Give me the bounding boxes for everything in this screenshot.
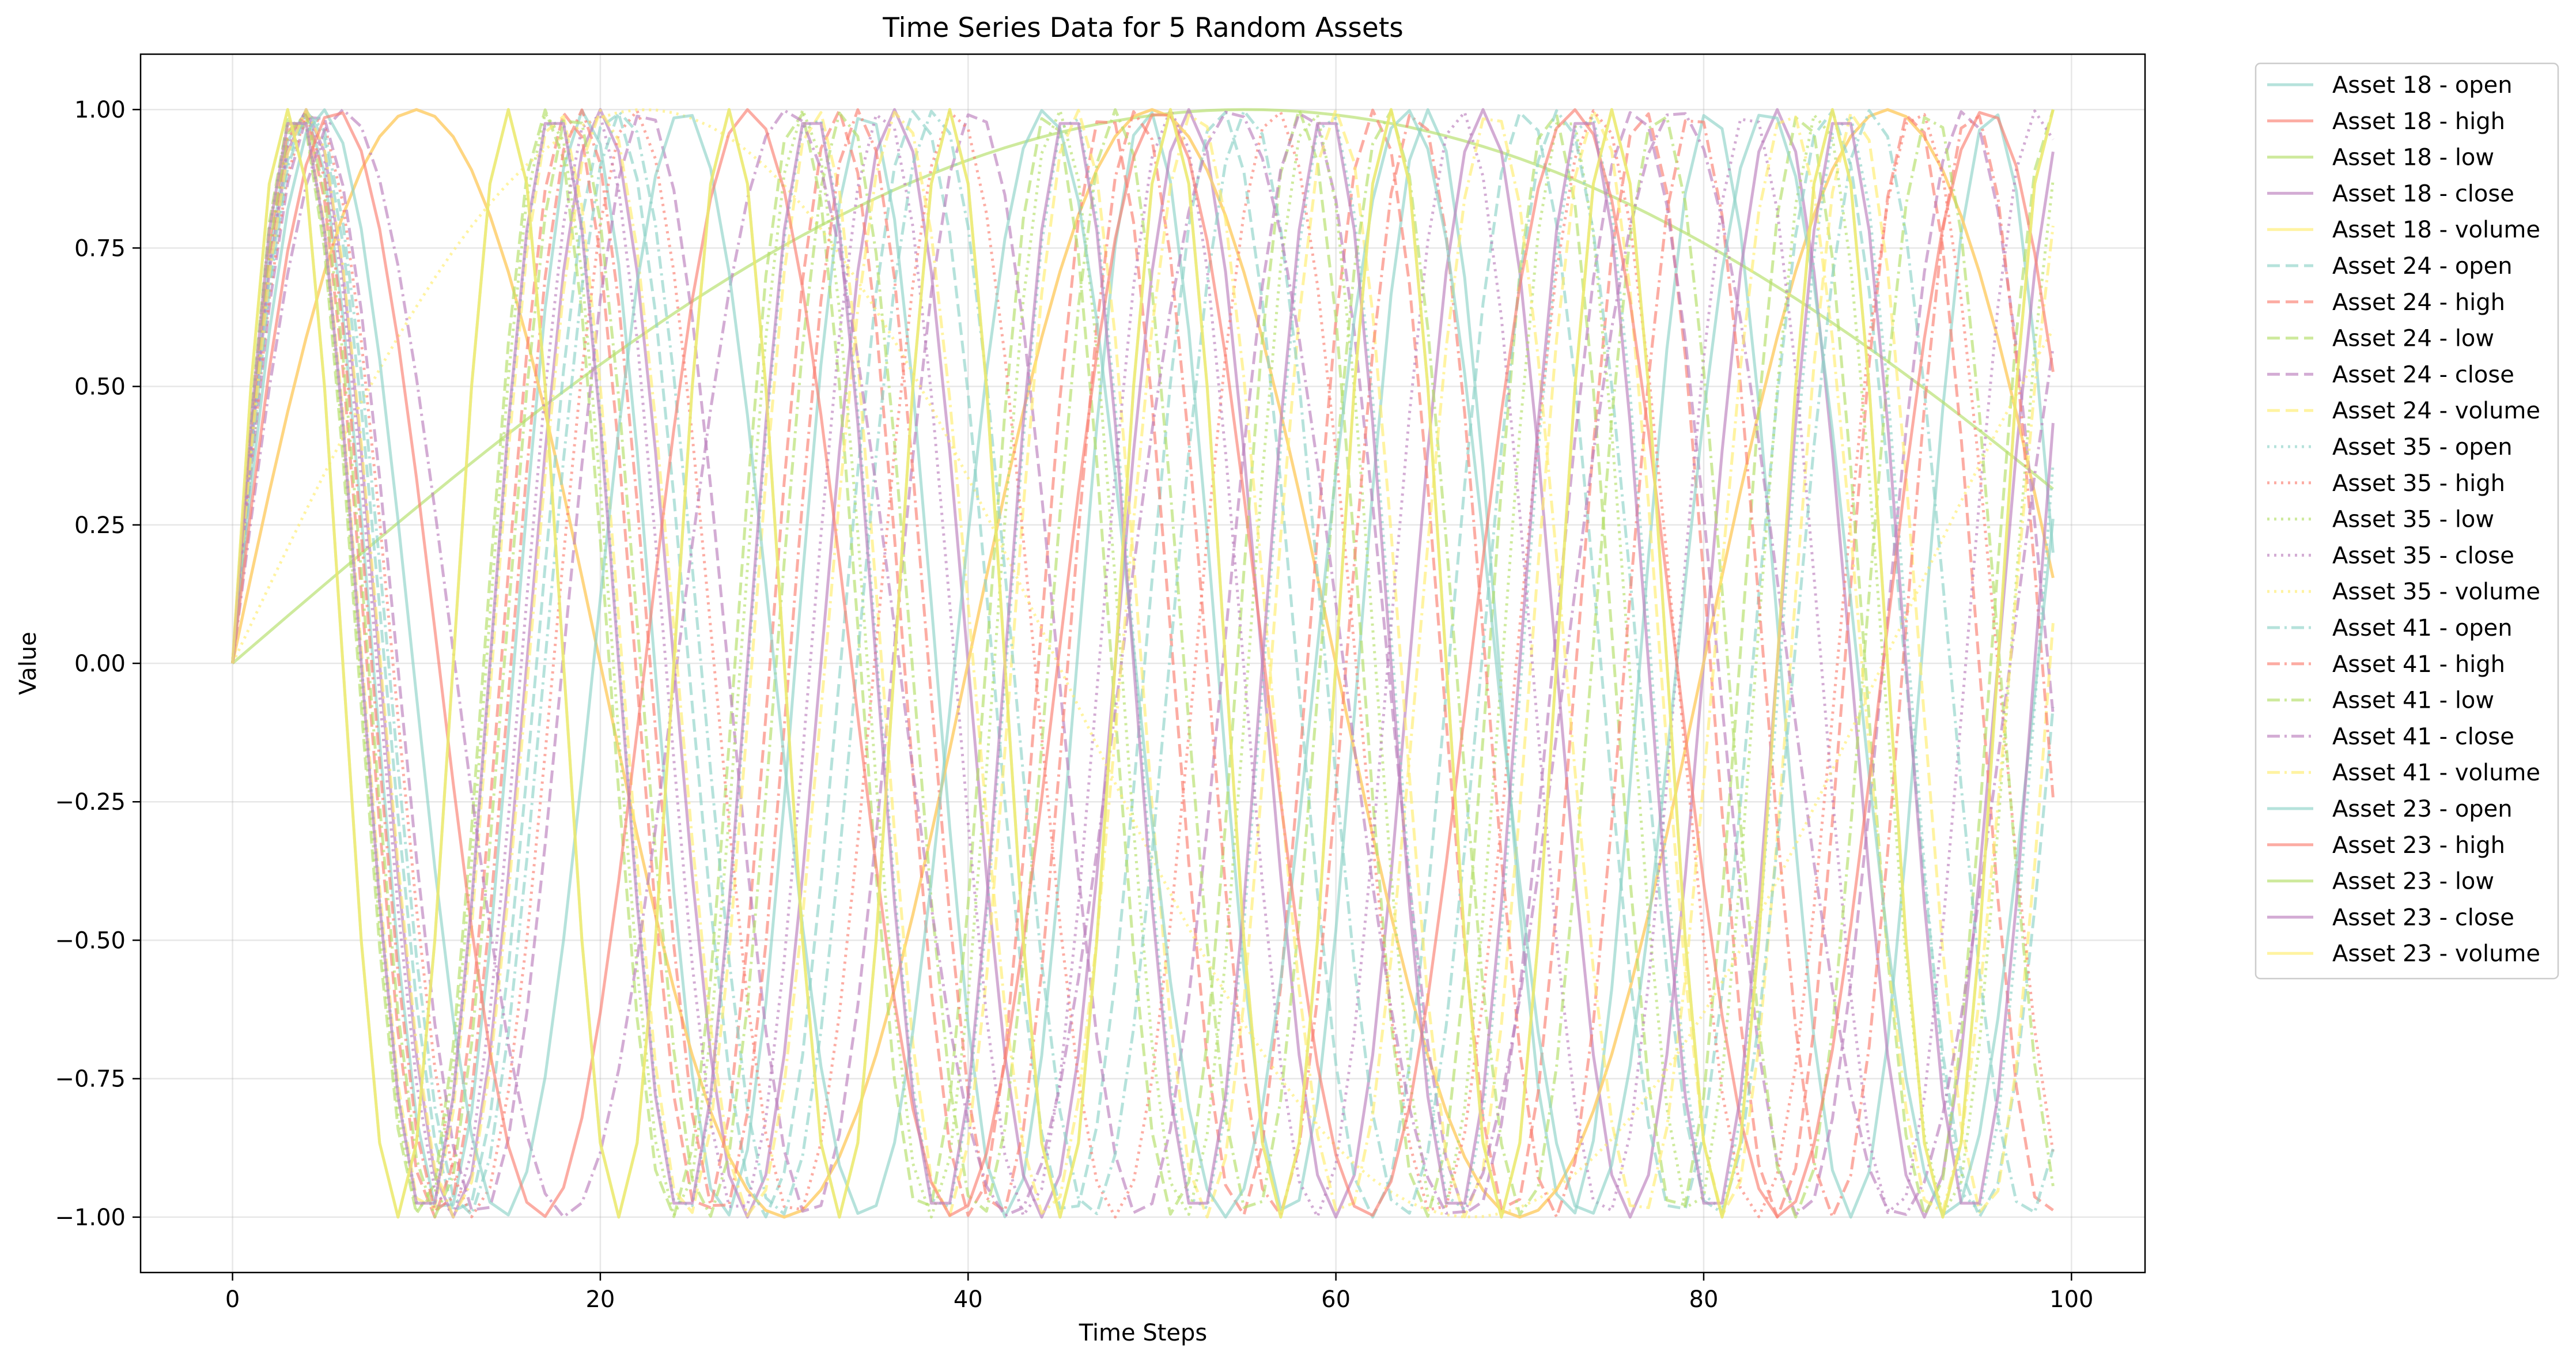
legend-item: Asset 35 - low (2332, 507, 2494, 533)
legend-item: Asset 35 - volume (2332, 579, 2540, 605)
legend-item: Asset 35 - high (2332, 470, 2505, 497)
y-tick-label: −0.25 (55, 789, 126, 815)
legend-item: Asset 24 - low (2332, 326, 2494, 352)
x-tick-label: 60 (1321, 1286, 1351, 1313)
series-line-9 (231, 108, 2055, 1219)
chart-title: Time Series Data for 5 Random Assets (882, 12, 1404, 44)
y-tick-label: −0.75 (55, 1066, 126, 1093)
series-line-17 (231, 108, 2055, 1219)
x-axis-label: Time Steps (1079, 1320, 1208, 1346)
legend-item: Asset 41 - close (2332, 723, 2514, 750)
series-line-21 (231, 108, 2055, 1218)
legend-item: Asset 18 - open (2332, 72, 2513, 99)
legend: Asset 18 - open Asset 18 - high Asset 18 -… (2255, 62, 2559, 980)
series-line-10 (231, 115, 2055, 1213)
axes-ticks: 0 20 40 60 80 100 −1.00 −0.75 −0.50 −0.25 0.00 0.25… (55, 97, 2093, 1313)
plot-area (231, 108, 2055, 1219)
legend-item: Asset 18 - close (2332, 180, 2514, 207)
legend-item: Asset 18 - volume (2332, 217, 2540, 243)
series-line-2 (231, 108, 2054, 664)
legend-item: Asset 41 - volume (2332, 760, 2540, 786)
legend-item: Asset 24 - open (2332, 253, 2513, 280)
x-tick-label: 0 (225, 1286, 240, 1313)
series-line-20 (231, 108, 2055, 1219)
legend-item: Asset 23 - high (2332, 832, 2505, 859)
series-line-24 (231, 108, 2055, 1219)
x-tick-label: 20 (585, 1286, 615, 1313)
x-tick-label: 100 (2049, 1286, 2093, 1313)
series-line-23 (231, 122, 2055, 1205)
series-line-14 (231, 108, 2055, 1219)
y-tick-label: 0.00 (74, 651, 126, 677)
legend-item: Asset 41 - low (2332, 688, 2494, 714)
legend-item: Asset 23 - volume (2332, 941, 2540, 967)
legend-item: Asset 18 - high (2332, 108, 2505, 135)
y-tick-label: 0.75 (74, 235, 126, 262)
legend-item: Asset 24 - high (2332, 289, 2505, 316)
legend-item: Asset 35 - open (2332, 434, 2513, 460)
y-tick-label: 0.50 (74, 374, 126, 401)
x-tick-label: 40 (954, 1286, 983, 1313)
legend-item: Asset 18 - low (2332, 145, 2494, 171)
y-tick-label: 0.25 (74, 512, 126, 539)
legend-item: Asset 23 - close (2332, 904, 2514, 931)
series-line-3 (231, 108, 2055, 1219)
series-line-19 (231, 108, 2055, 1218)
y-tick-label: 1.00 (74, 97, 126, 123)
x-tick-label: 80 (1689, 1286, 1719, 1313)
legend-item: Asset 23 - open (2332, 796, 2513, 822)
series-line-15 (231, 109, 2055, 1216)
series-line-16 (231, 108, 2055, 1219)
y-tick-label: −1.00 (55, 1205, 126, 1231)
legend-item: Asset 23 - low (2332, 869, 2494, 895)
legend-item: Asset 24 - volume (2332, 398, 2540, 424)
series-line-13 (231, 108, 2055, 1218)
legend-item: Asset 41 - high (2332, 651, 2505, 678)
legend-item: Asset 24 - close (2332, 361, 2514, 388)
y-axis-label: Value (15, 632, 41, 695)
series-line-7 (231, 108, 2055, 1218)
series-line-18 (231, 108, 2055, 1218)
y-tick-label: −0.50 (55, 927, 126, 954)
legend-item: Asset 35 - close (2332, 542, 2514, 569)
series-line-8 (231, 110, 2055, 1217)
legend-item: Asset 41 - open (2332, 615, 2513, 641)
legend-frame (2255, 62, 2559, 980)
